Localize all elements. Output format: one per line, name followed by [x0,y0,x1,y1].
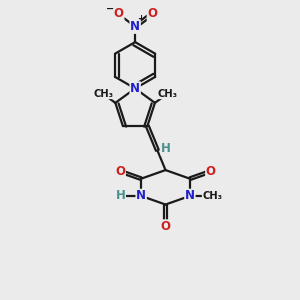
Text: CH₃: CH₃ [93,88,113,98]
Text: CH₃: CH₃ [202,191,223,201]
Text: O: O [115,165,125,178]
Text: O: O [147,8,158,20]
Text: H: H [161,142,171,155]
Text: N: N [185,189,195,203]
Text: N: N [130,82,140,95]
Text: −: − [106,4,114,14]
Text: +: + [137,14,144,23]
Text: O: O [206,165,216,178]
Text: O: O [114,8,124,20]
Text: N: N [136,189,146,203]
Text: N: N [130,20,140,33]
Text: H: H [116,189,125,203]
Text: CH₃: CH₃ [157,88,177,98]
Text: O: O [160,220,170,233]
